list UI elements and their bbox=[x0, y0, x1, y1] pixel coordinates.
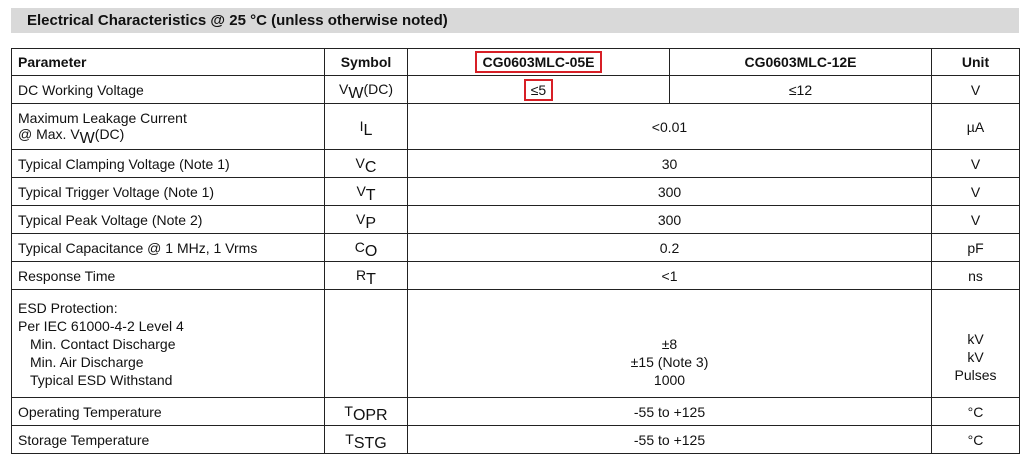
unit-cell: pF bbox=[931, 233, 1020, 262]
parameter-cell: ESD Protection: Per IEC 61000-4-2 Level … bbox=[11, 289, 325, 398]
value-cell: 0.2 bbox=[407, 233, 932, 262]
symbol-cell: IL bbox=[324, 103, 408, 150]
header-row: Parameter Symbol CG0603MLC-05E CG0603MLC… bbox=[11, 48, 1020, 76]
value-a-highlight: ≤5 bbox=[523, 78, 554, 101]
header-parameter: Parameter bbox=[11, 48, 325, 76]
header-unit: Unit bbox=[931, 48, 1020, 76]
symbol-cell: RT bbox=[324, 261, 408, 290]
unit-cell: V bbox=[931, 75, 1020, 104]
unit-cell: kV kV Pulses bbox=[931, 289, 1020, 398]
electrical-characteristics-table: Parameter Symbol CG0603MLC-05E CG0603MLC… bbox=[11, 48, 1020, 454]
parameter-cell: Maximum Leakage Current @ Max. VW(DC) bbox=[11, 103, 325, 150]
symbol-cell bbox=[324, 289, 408, 398]
value-cell: ±8 ±15 (Note 3) 1000 bbox=[407, 289, 932, 398]
parameter-cell: DC Working Voltage bbox=[11, 75, 325, 104]
symbol-cell: VW(DC) bbox=[324, 75, 408, 104]
parameter-cell: Typical Peak Voltage (Note 2) bbox=[11, 205, 325, 234]
parameter-cell: Response Time bbox=[11, 261, 325, 290]
unit-cell: V bbox=[931, 177, 1020, 206]
header-part-a: CG0603MLC-05E bbox=[407, 48, 670, 76]
unit-cell: ns bbox=[931, 261, 1020, 290]
table-row: Typical Trigger Voltage (Note 1) VT 300 … bbox=[11, 177, 1020, 206]
value-cell: 300 bbox=[407, 205, 932, 234]
symbol-cell: VT bbox=[324, 177, 408, 206]
parameter-cell: Typical Capacitance @ 1 MHz, 1 Vrms bbox=[11, 233, 325, 262]
table-row: Typical Capacitance @ 1 MHz, 1 Vrms CO 0… bbox=[11, 233, 1020, 262]
parameter-cell: Operating Temperature bbox=[11, 397, 325, 426]
symbol-cell: VC bbox=[324, 149, 408, 178]
unit-cell: V bbox=[931, 205, 1020, 234]
table-row: Operating Temperature TOPR -55 to +125 °… bbox=[11, 397, 1020, 426]
unit-cell: °C bbox=[931, 425, 1020, 454]
parameter-cell: Typical Trigger Voltage (Note 1) bbox=[11, 177, 325, 206]
symbol-cell: TOPR bbox=[324, 397, 408, 426]
value-cell: <1 bbox=[407, 261, 932, 290]
table-row: Typical Clamping Voltage (Note 1) VC 30 … bbox=[11, 149, 1020, 178]
table-row: Maximum Leakage Current @ Max. VW(DC) IL… bbox=[11, 103, 1020, 150]
unit-cell: µA bbox=[931, 103, 1020, 150]
parameter-cell: Storage Temperature bbox=[11, 425, 325, 454]
table-row: ESD Protection: Per IEC 61000-4-2 Level … bbox=[11, 289, 1020, 398]
table-row: Storage Temperature TSTG -55 to +125 °C bbox=[11, 425, 1020, 454]
value-cell-part-a: ≤5 bbox=[407, 75, 670, 104]
header-part-b: CG0603MLC-12E bbox=[669, 48, 932, 76]
part-a-highlight: CG0603MLC-05E bbox=[475, 51, 602, 73]
symbol-cell: TSTG bbox=[324, 425, 408, 454]
table-row: DC Working Voltage VW(DC) ≤5 ≤12 V bbox=[11, 75, 1020, 104]
symbol-cell: VP bbox=[324, 205, 408, 234]
value-cell: -55 to +125 bbox=[407, 425, 932, 454]
section-title: Electrical Characteristics @ 25 °C (unle… bbox=[11, 8, 1019, 33]
value-cell: <0.01 bbox=[407, 103, 932, 150]
value-cell: -55 to +125 bbox=[407, 397, 932, 426]
value-cell-part-b: ≤12 bbox=[669, 75, 932, 104]
value-cell: 30 bbox=[407, 149, 932, 178]
unit-cell: V bbox=[931, 149, 1020, 178]
symbol-cell: CO bbox=[324, 233, 408, 262]
table-row: Response Time RT <1 ns bbox=[11, 261, 1020, 290]
unit-cell: °C bbox=[931, 397, 1020, 426]
value-cell: 300 bbox=[407, 177, 932, 206]
table-row: Typical Peak Voltage (Note 2) VP 300 V bbox=[11, 205, 1020, 234]
header-symbol: Symbol bbox=[324, 48, 408, 76]
parameter-cell: Typical Clamping Voltage (Note 1) bbox=[11, 149, 325, 178]
